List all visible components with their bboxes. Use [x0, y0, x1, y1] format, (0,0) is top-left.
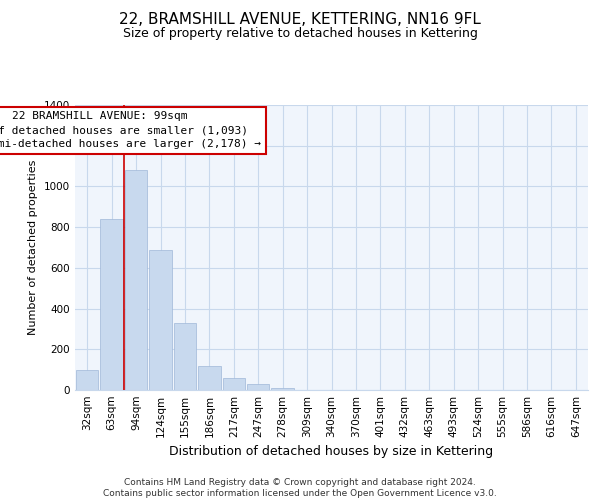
Text: 22, BRAMSHILL AVENUE, KETTERING, NN16 9FL: 22, BRAMSHILL AVENUE, KETTERING, NN16 9F…	[119, 12, 481, 28]
Bar	[125, 170, 148, 390]
Text: 22 BRAMSHILL AVENUE: 99sqm
← 33% of detached houses are smaller (1,093)
67% of s: 22 BRAMSHILL AVENUE: 99sqm ← 33% of deta…	[0, 111, 262, 149]
Y-axis label: Number of detached properties: Number of detached properties	[28, 160, 38, 335]
Bar	[271, 388, 294, 390]
Bar	[76, 370, 98, 390]
X-axis label: Distribution of detached houses by size in Kettering: Distribution of detached houses by size …	[169, 446, 494, 458]
Bar	[198, 366, 221, 390]
Text: Contains HM Land Registry data © Crown copyright and database right 2024.
Contai: Contains HM Land Registry data © Crown c…	[103, 478, 497, 498]
Bar	[149, 250, 172, 390]
Bar	[223, 378, 245, 390]
Bar	[173, 323, 196, 390]
Bar	[247, 384, 269, 390]
Text: Size of property relative to detached houses in Kettering: Size of property relative to detached ho…	[122, 28, 478, 40]
Bar	[100, 219, 123, 390]
